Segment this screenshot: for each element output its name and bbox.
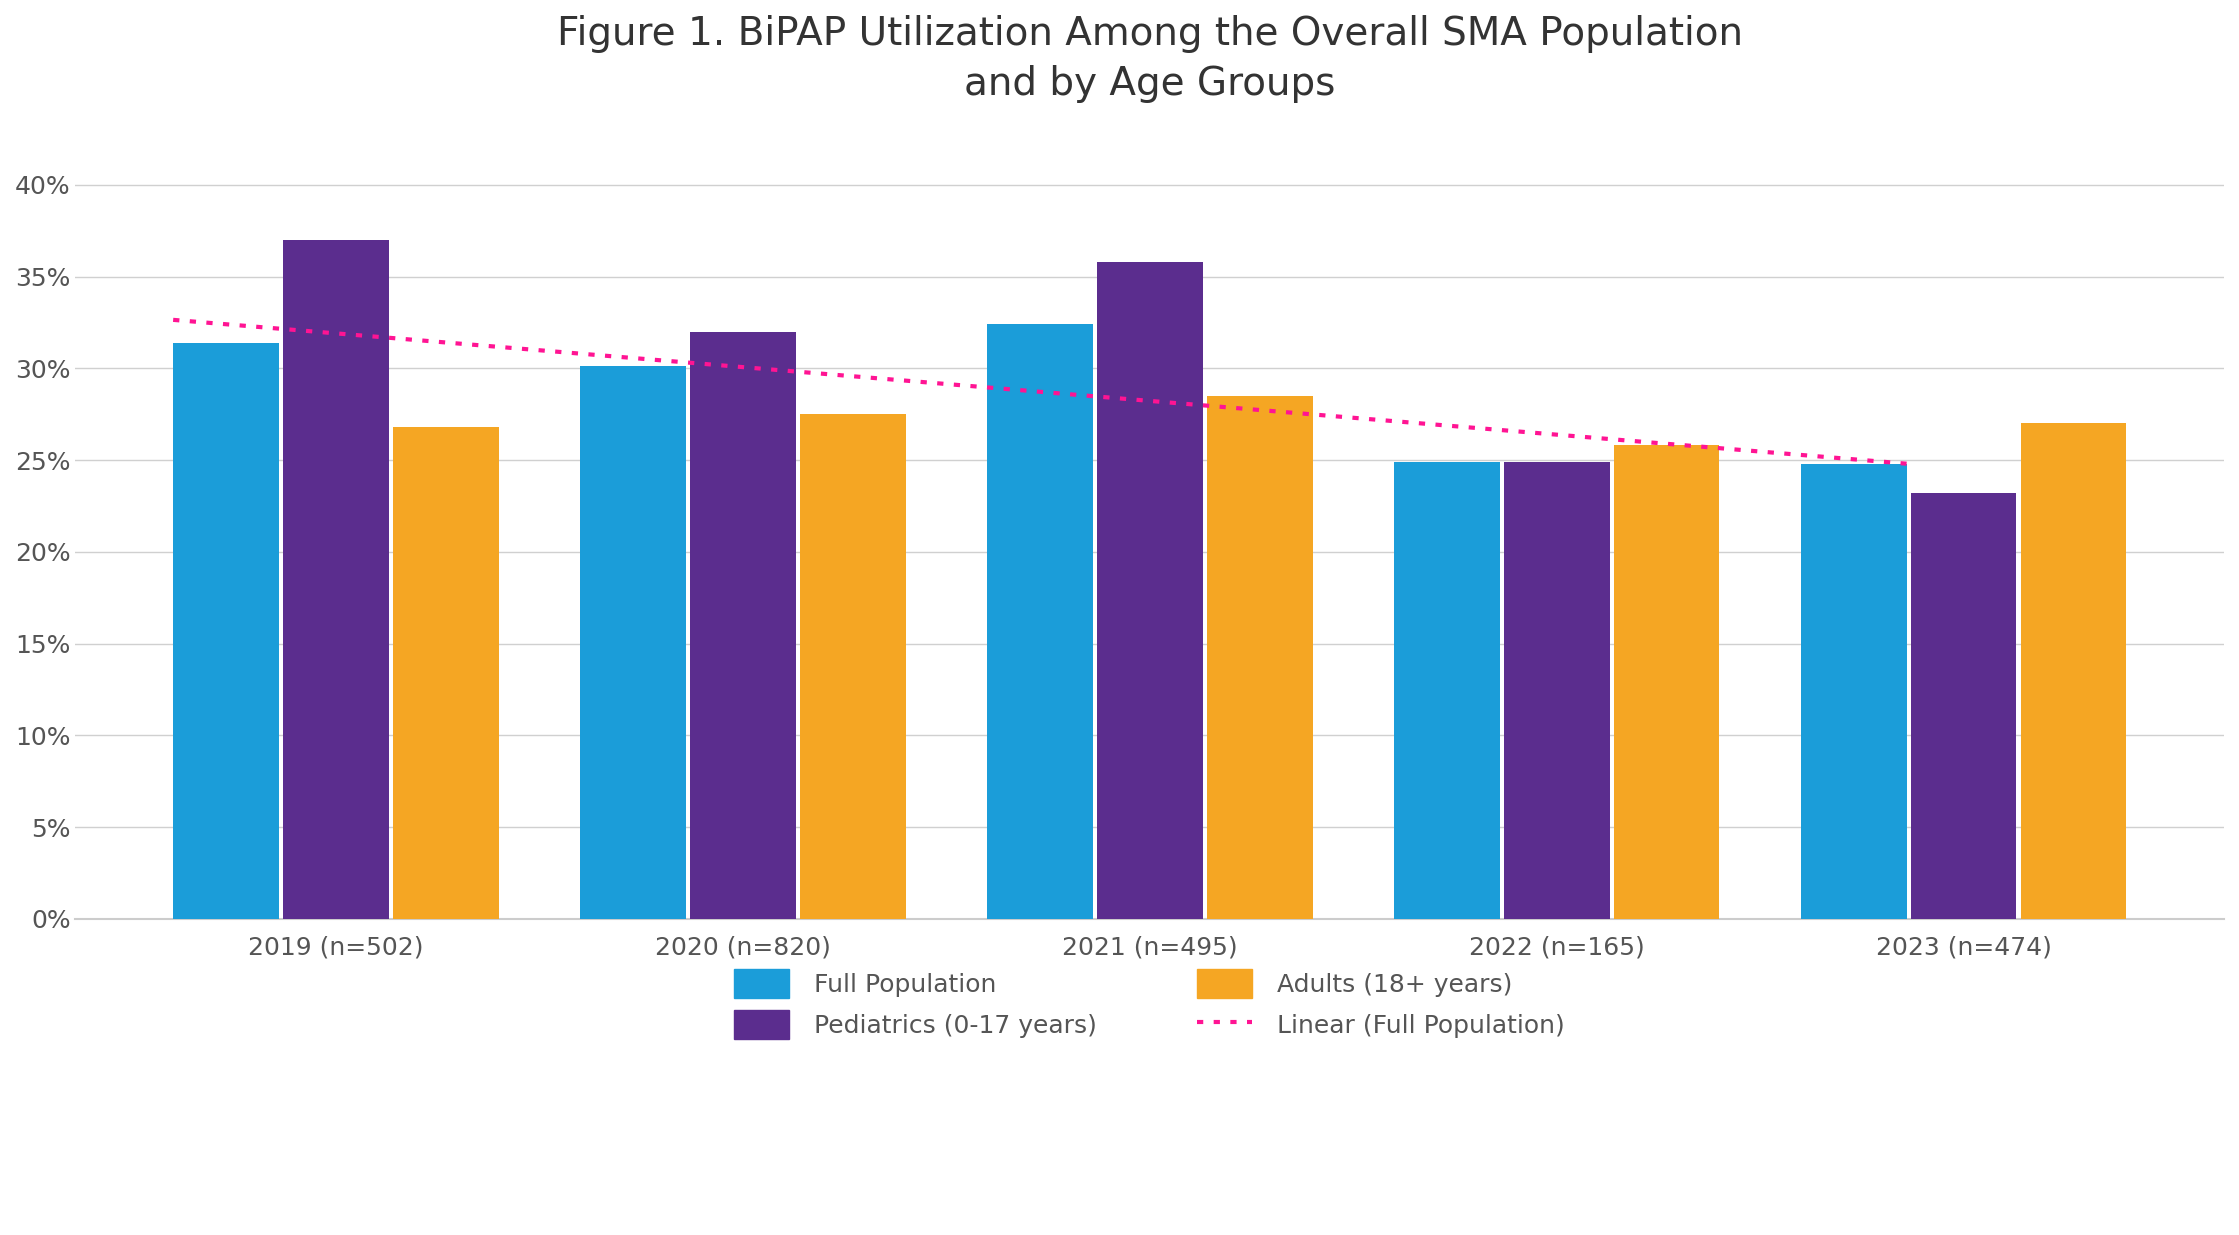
Bar	[1800, 463, 1908, 919]
Bar	[392, 427, 499, 919]
Bar	[580, 367, 685, 919]
Bar	[1097, 262, 1202, 919]
Title: Figure 1. BiPAP Utilization Among the Overall SMA Population
and by Age Groups: Figure 1. BiPAP Utilization Among the Ov…	[558, 15, 1742, 103]
Bar	[799, 414, 905, 919]
Bar	[1614, 446, 1720, 919]
Bar	[1207, 395, 1312, 919]
Bar	[1910, 493, 2017, 919]
Bar	[172, 342, 280, 919]
Bar	[1505, 462, 1610, 919]
Bar	[690, 331, 795, 919]
Legend: Full Population, Pediatrics (0-17 years), Adults (18+ years), Linear (Full Popul: Full Population, Pediatrics (0-17 years)…	[710, 944, 1590, 1065]
Bar	[987, 325, 1093, 919]
Bar	[282, 240, 390, 919]
Bar	[1395, 462, 1500, 919]
Bar	[2020, 424, 2127, 919]
